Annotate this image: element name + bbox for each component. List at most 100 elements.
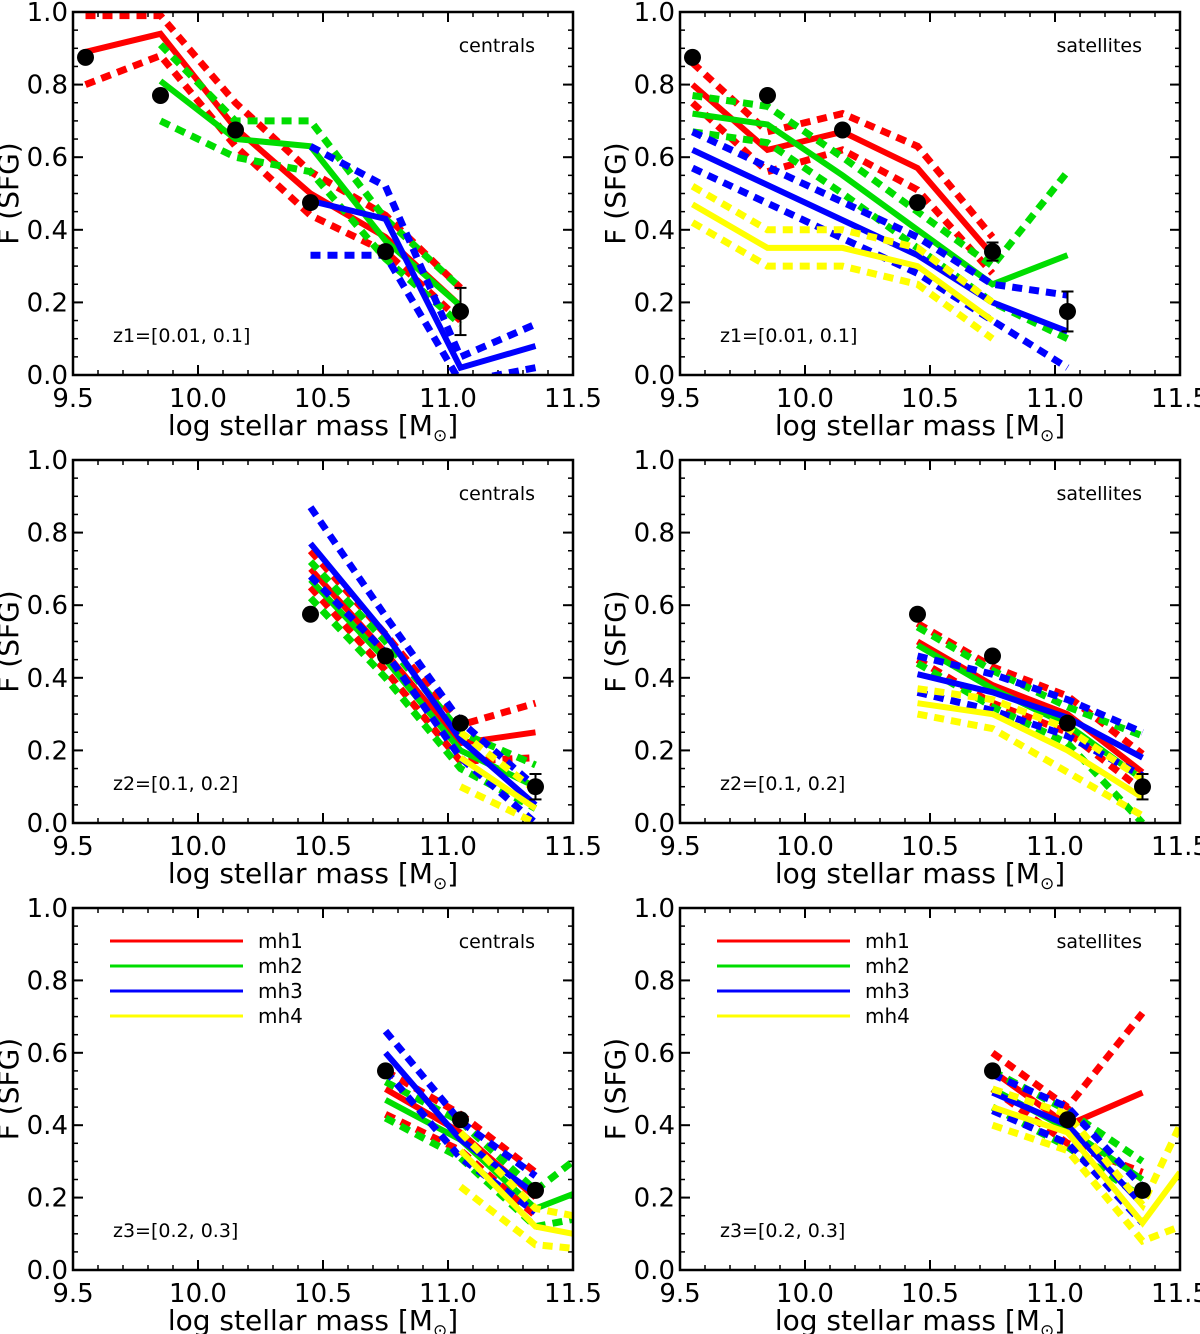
series-mh1-upper-bound [990, 1010, 1146, 1112]
series-mh3-upper-bound [308, 143, 537, 362]
legend-label-mh3: mh3 [258, 979, 303, 1003]
y-tick-label: 0.6 [27, 1039, 68, 1069]
y-tick-label: 1.0 [634, 894, 675, 924]
y-tick-label: 0.4 [634, 216, 675, 246]
y-tick-label: 1.0 [27, 446, 68, 476]
x-tick-label: 10.0 [169, 832, 227, 862]
axes: 9.5 10.0 10.5 11.0 11.5 0.0 0.2 0.4 0.6 0.8 1.0 log… [599, 0, 1200, 446]
y-tick-label: 0.8 [634, 966, 675, 996]
series-mh2-upper-bound [691, 92, 1071, 271]
series-mh2-lower-bound [158, 117, 463, 327]
series-mh1-lower-bound [307, 584, 536, 765]
plot-frame [71, 458, 575, 825]
x-tick-label: 10.0 [169, 1279, 227, 1309]
series-mh3 [308, 143, 537, 375]
y-tick-label: 0.0 [27, 1256, 68, 1286]
plot-frame [71, 10, 575, 377]
x-tick-label: 9.5 [52, 1279, 93, 1309]
y-tick-label: 0.0 [634, 361, 675, 391]
y-tick-label: 0.4 [634, 1111, 675, 1141]
axes: 9.5 10.0 10.5 11.0 11.5 0.0 0.2 0.4 0.6 0.8 1.0 log… [0, 894, 602, 1334]
series-mh1 [84, 12, 463, 324]
y-tick-label: 0.0 [634, 1256, 675, 1286]
x-tick-label: 10.5 [294, 1279, 352, 1309]
x-tick-label: 9.5 [659, 384, 700, 414]
series-mh3-median [691, 147, 1069, 335]
y-tick-label: 0.2 [27, 736, 68, 766]
series-mh3-lower-bound [382, 1068, 538, 1215]
data-point [452, 714, 469, 732]
y-axis-label: F (SFG) [0, 1038, 25, 1140]
x-tick-label: 9.5 [659, 832, 700, 862]
data-point [984, 1062, 1001, 1080]
series-mh4-lower-bound [458, 1183, 573, 1252]
y-tick-label: 0.0 [27, 361, 68, 391]
x-tick-label: 11.5 [544, 384, 602, 414]
y-tick-label: 0.2 [27, 1184, 68, 1214]
y-axis-label: F (SFG) [0, 142, 25, 244]
plot-frame [678, 458, 1182, 825]
x-tick-label: 10.0 [776, 832, 834, 862]
x-tick-label: 11.5 [1151, 1279, 1200, 1309]
series-mh3 [307, 505, 538, 823]
plot-frame [71, 906, 575, 1272]
plot-area [690, 60, 1071, 371]
redshift-label: z1=[0.01, 0.1] [113, 325, 250, 347]
y-tick-label: 0.8 [27, 966, 68, 996]
x-axis-label: log stellar mass [M⊙] [168, 409, 458, 446]
series-mh2-upper-bound [383, 1078, 573, 1195]
data-point [1059, 714, 1076, 732]
plot-area [84, 12, 537, 375]
panel-6: 9.5 10.0 10.5 11.0 11.5 0.0 0.2 0.4 0.6 0.8 1.0 log… [599, 894, 1200, 1334]
series-mh1-median [84, 30, 463, 309]
x-tick-label: 10.0 [169, 384, 227, 414]
x-tick-label: 10.5 [294, 384, 352, 414]
redshift-label: z3=[0.2, 0.3] [720, 1220, 845, 1242]
series-mh3-lower-bound [310, 251, 537, 375]
series-mh3-upper-bound [991, 1071, 1146, 1190]
observed-points [684, 48, 1076, 333]
y-tick-label: 0.2 [634, 288, 675, 318]
x-tick-label: 11.5 [544, 1279, 602, 1309]
panel-label: centrals [459, 931, 535, 953]
y-tick-label: 0.4 [27, 664, 68, 694]
series-mh4 [991, 1085, 1180, 1246]
redshift-label: z2=[0.1, 0.2] [720, 773, 845, 795]
y-tick-label: 0.2 [634, 1184, 675, 1214]
data-point [909, 605, 926, 623]
x-tick-label: 10.5 [901, 1279, 959, 1309]
data-point [152, 86, 169, 104]
y-tick-label: 0.2 [634, 736, 675, 766]
legend-label-mh4: mh4 [865, 1004, 910, 1028]
data-point [377, 1062, 394, 1080]
series-mh4-upper-bound [991, 1085, 1180, 1212]
x-tick-label: 11.0 [1026, 1279, 1084, 1309]
x-tick-label: 10.5 [901, 832, 959, 862]
x-tick-label: 11.0 [419, 384, 477, 414]
series-mh1-upper-bound [85, 12, 463, 291]
data-point [527, 778, 544, 796]
observed-points [77, 48, 469, 337]
data-point [1134, 778, 1151, 796]
plot-frame [678, 10, 1182, 377]
data-point [984, 647, 1001, 665]
data-point [527, 1181, 544, 1199]
series-mh3-median [383, 1050, 538, 1197]
y-axis-label: F (SFG) [599, 142, 632, 244]
x-tick-label: 10.5 [901, 384, 959, 414]
panel-label: satellites [1056, 483, 1142, 505]
y-tick-label: 0.8 [27, 71, 68, 101]
legend-label-mh2: mh2 [865, 954, 910, 978]
series-mh2-upper-bound [158, 42, 463, 291]
x-tick-label: 10.0 [776, 1279, 834, 1309]
data-point [759, 86, 776, 104]
legend-label-mh3: mh3 [865, 979, 910, 1003]
x-tick-label: 11.0 [419, 832, 477, 862]
axes: 9.5 10.0 10.5 11.0 11.5 0.0 0.2 0.4 0.6 0.8 1.0 log… [0, 446, 602, 894]
series-mh3-upper-bound [307, 505, 538, 790]
y-tick-label: 0.6 [634, 143, 675, 173]
legend-label-mh1: mh1 [258, 929, 303, 953]
series-mh3-lower-bound [916, 688, 1145, 779]
